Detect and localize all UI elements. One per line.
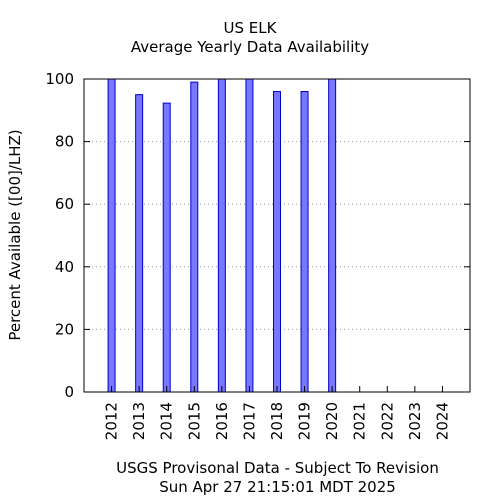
footer-note: USGS Provisonal Data - Subject To Revisi… bbox=[116, 459, 439, 477]
x-tick-label: 2013 bbox=[130, 402, 148, 440]
x-tick-label: 2020 bbox=[323, 402, 341, 440]
x-tick-label: 2022 bbox=[378, 402, 396, 440]
bars bbox=[107, 78, 337, 393]
x-tick-label: 2014 bbox=[158, 402, 176, 440]
bar-2014 bbox=[162, 102, 171, 393]
x-tick-label: 2023 bbox=[406, 402, 424, 440]
bar-2016 bbox=[217, 78, 226, 393]
chart-subtitle: Average Yearly Data Availability bbox=[130, 38, 370, 56]
x-ticks: 2012 2013 2014 2015 2016 2017 2018 2019 2020 2021… bbox=[103, 386, 451, 440]
x-tick-label: 2024 bbox=[433, 402, 451, 440]
y-tick-label: 100 bbox=[45, 70, 74, 88]
bar-2013 bbox=[135, 94, 144, 393]
y-tick-label: 0 bbox=[64, 383, 74, 401]
bar-2017 bbox=[245, 78, 254, 393]
x-tick-label: 2017 bbox=[240, 402, 258, 440]
bar-2015 bbox=[190, 81, 199, 393]
x-tick-label: 2018 bbox=[268, 402, 286, 440]
y-tick-label: 60 bbox=[55, 195, 74, 213]
bar-2018 bbox=[273, 91, 281, 393]
y-ticks: 0 20 40 60 80 100 bbox=[45, 70, 470, 401]
x-tick-label: 2021 bbox=[351, 402, 369, 440]
footer-timestamp: Sun Apr 27 21:15:01 MDT 2025 bbox=[159, 478, 396, 496]
y-tick-label: 40 bbox=[55, 258, 74, 276]
bar-2019 bbox=[300, 91, 309, 393]
x-tick-label: 2019 bbox=[296, 402, 314, 440]
x-tick-label: 2012 bbox=[103, 402, 121, 440]
y-tick-label: 20 bbox=[55, 320, 74, 338]
bar-2012 bbox=[107, 78, 116, 393]
chart-title: US ELK bbox=[223, 19, 277, 37]
x-tick-label: 2015 bbox=[185, 402, 203, 440]
x-tick-label: 2016 bbox=[213, 402, 231, 440]
bar-2020 bbox=[328, 78, 337, 393]
y-tick-label: 80 bbox=[55, 133, 74, 151]
